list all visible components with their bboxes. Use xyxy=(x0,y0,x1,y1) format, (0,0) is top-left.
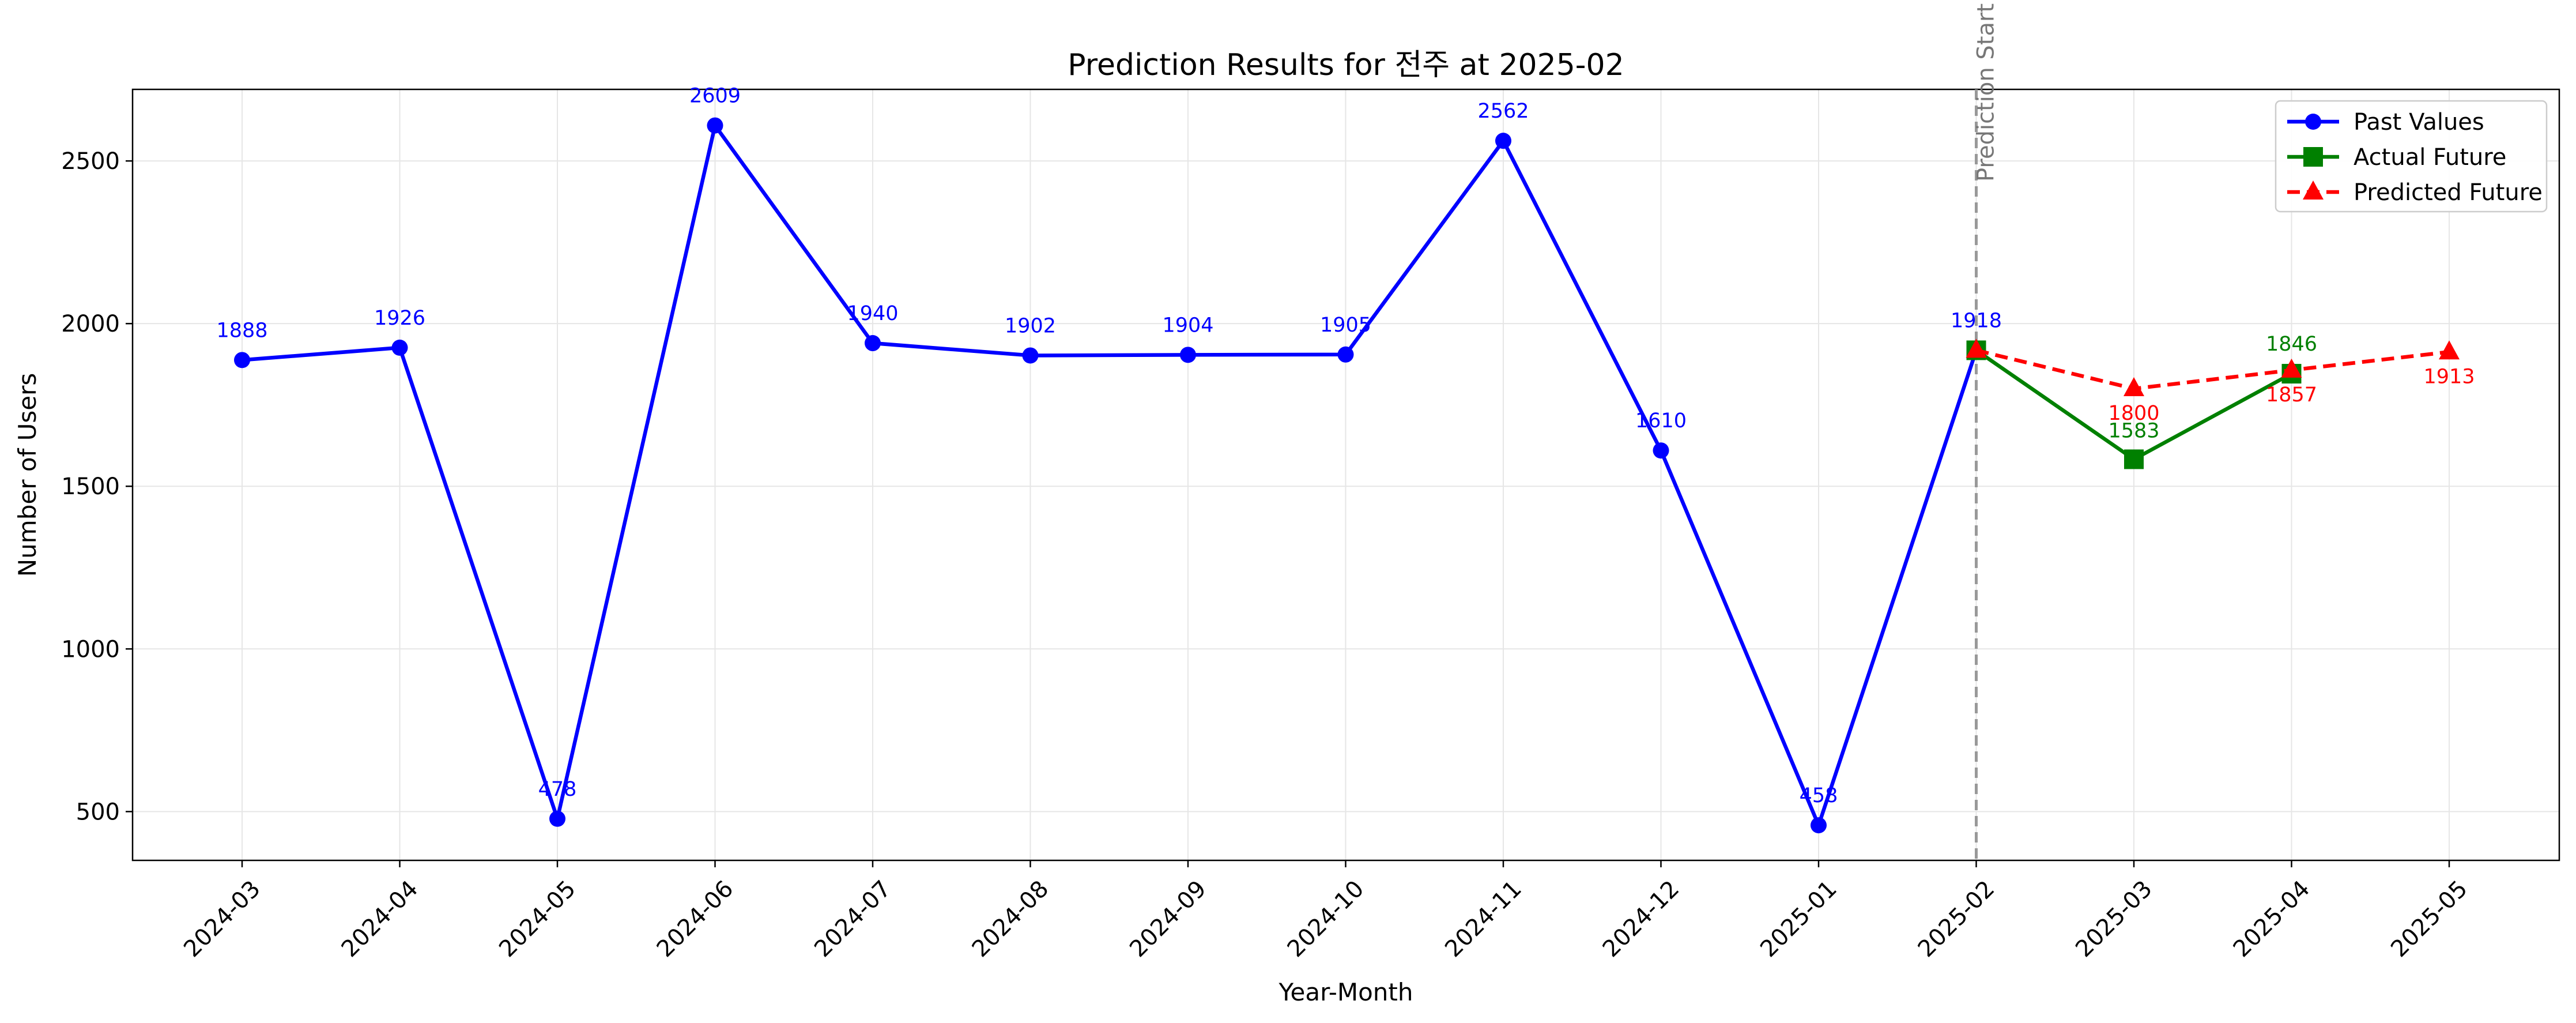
series-past-values xyxy=(234,117,1985,834)
point-marker xyxy=(2439,340,2460,360)
legend-label: Past Values xyxy=(2354,109,2484,136)
x-tick-label: 2025-02 xyxy=(1913,875,2000,962)
point-marker xyxy=(707,117,723,134)
point-marker xyxy=(1180,347,1196,363)
data-label: 1888 xyxy=(216,319,267,342)
prediction-start-label: Prediction Start xyxy=(1973,3,2000,182)
x-tick-label: 2024-07 xyxy=(809,875,896,962)
data-label: 2609 xyxy=(689,85,741,108)
data-label: 1905 xyxy=(1320,314,1371,337)
point-marker xyxy=(549,810,565,827)
legend-frame xyxy=(2275,100,2548,213)
point-marker xyxy=(865,335,881,352)
point-marker xyxy=(2124,449,2144,469)
x-tick-label: 2025-03 xyxy=(2070,875,2158,962)
data-label: 1800 xyxy=(2108,402,2159,425)
data-label: 458 xyxy=(1800,784,1838,807)
x-tick-label: 2024-08 xyxy=(967,875,1054,962)
point-marker xyxy=(2281,358,2302,378)
y-tick-label: 1500 xyxy=(61,473,120,500)
data-label: 1846 xyxy=(2266,333,2317,356)
legend: Past Values Actual Future Predicted Future xyxy=(2275,100,2548,213)
y-axis-title: Number of Users xyxy=(13,373,42,577)
point-marker xyxy=(1022,347,1039,364)
x-tick-label: 2024-10 xyxy=(1283,875,1370,962)
x-tick-label: 2024-03 xyxy=(179,875,266,962)
legend-item: Predicted Future xyxy=(2287,179,2543,206)
x-tick-label: 2024-04 xyxy=(337,875,424,962)
point-marker xyxy=(234,352,250,368)
x-tick-label: 2024-12 xyxy=(1598,875,1685,962)
data-labels: 1888 1926 478 2609 1940 1902 1904 1905 2562 1610 4… xyxy=(216,85,2475,807)
point-marker xyxy=(1337,346,1354,363)
data-label: 1583 xyxy=(2108,419,2159,442)
x-tick-label: 2024-11 xyxy=(1440,875,1527,962)
data-label: 1904 xyxy=(1162,314,1213,337)
series-predicted-future xyxy=(1966,339,2460,397)
data-label: 1918 xyxy=(1951,309,2002,332)
x-tick-label: 2024-09 xyxy=(1125,875,1212,962)
data-label: 1902 xyxy=(1005,314,1056,337)
axes: 500 1000 1500 2000 2500 2024-03 2024-04 2024-05… xyxy=(61,3,2560,962)
legend-item: Actual Future xyxy=(2287,144,2506,171)
data-label: 1610 xyxy=(1635,409,1687,432)
data-label: 1940 xyxy=(847,302,898,325)
chart-title: Prediction Results for 전주 at 2025-02 xyxy=(1068,48,1624,82)
legend-label: Predicted Future xyxy=(2354,179,2543,206)
point-marker xyxy=(2124,377,2144,397)
point-marker xyxy=(1811,817,1827,834)
data-label: 478 xyxy=(538,778,577,801)
x-tick-label: 2025-04 xyxy=(2228,875,2315,962)
y-tick-label: 500 xyxy=(76,799,120,825)
point-marker xyxy=(2303,147,2323,167)
series-line xyxy=(1975,348,2450,391)
x-tick-label: 2025-05 xyxy=(2386,875,2473,962)
point-marker xyxy=(1966,339,1987,358)
data-label: 2562 xyxy=(1477,100,1529,123)
x-tick-label: 2025-01 xyxy=(1755,875,1842,962)
y-tick-label: 2500 xyxy=(61,148,120,175)
data-label: 1857 xyxy=(2266,383,2317,407)
point-marker xyxy=(1495,133,1511,149)
series-line xyxy=(242,123,1978,828)
data-label: 1926 xyxy=(374,307,425,330)
legend-item: Past Values xyxy=(2287,109,2484,136)
point-marker xyxy=(2305,114,2321,130)
point-marker xyxy=(2303,180,2324,200)
series xyxy=(234,117,2460,834)
grid xyxy=(133,89,2559,860)
point-marker xyxy=(1653,442,1669,459)
y-tick-label: 2000 xyxy=(61,311,120,337)
y-tick-label: 1000 xyxy=(61,636,120,663)
point-marker xyxy=(391,339,408,356)
x-tick-label: 2024-05 xyxy=(494,875,581,962)
x-tick-label: 2024-06 xyxy=(652,875,739,962)
x-axis-title: Year-Month xyxy=(1278,978,1413,1006)
data-label: 1913 xyxy=(2423,365,2475,388)
legend-label: Actual Future xyxy=(2354,144,2506,171)
